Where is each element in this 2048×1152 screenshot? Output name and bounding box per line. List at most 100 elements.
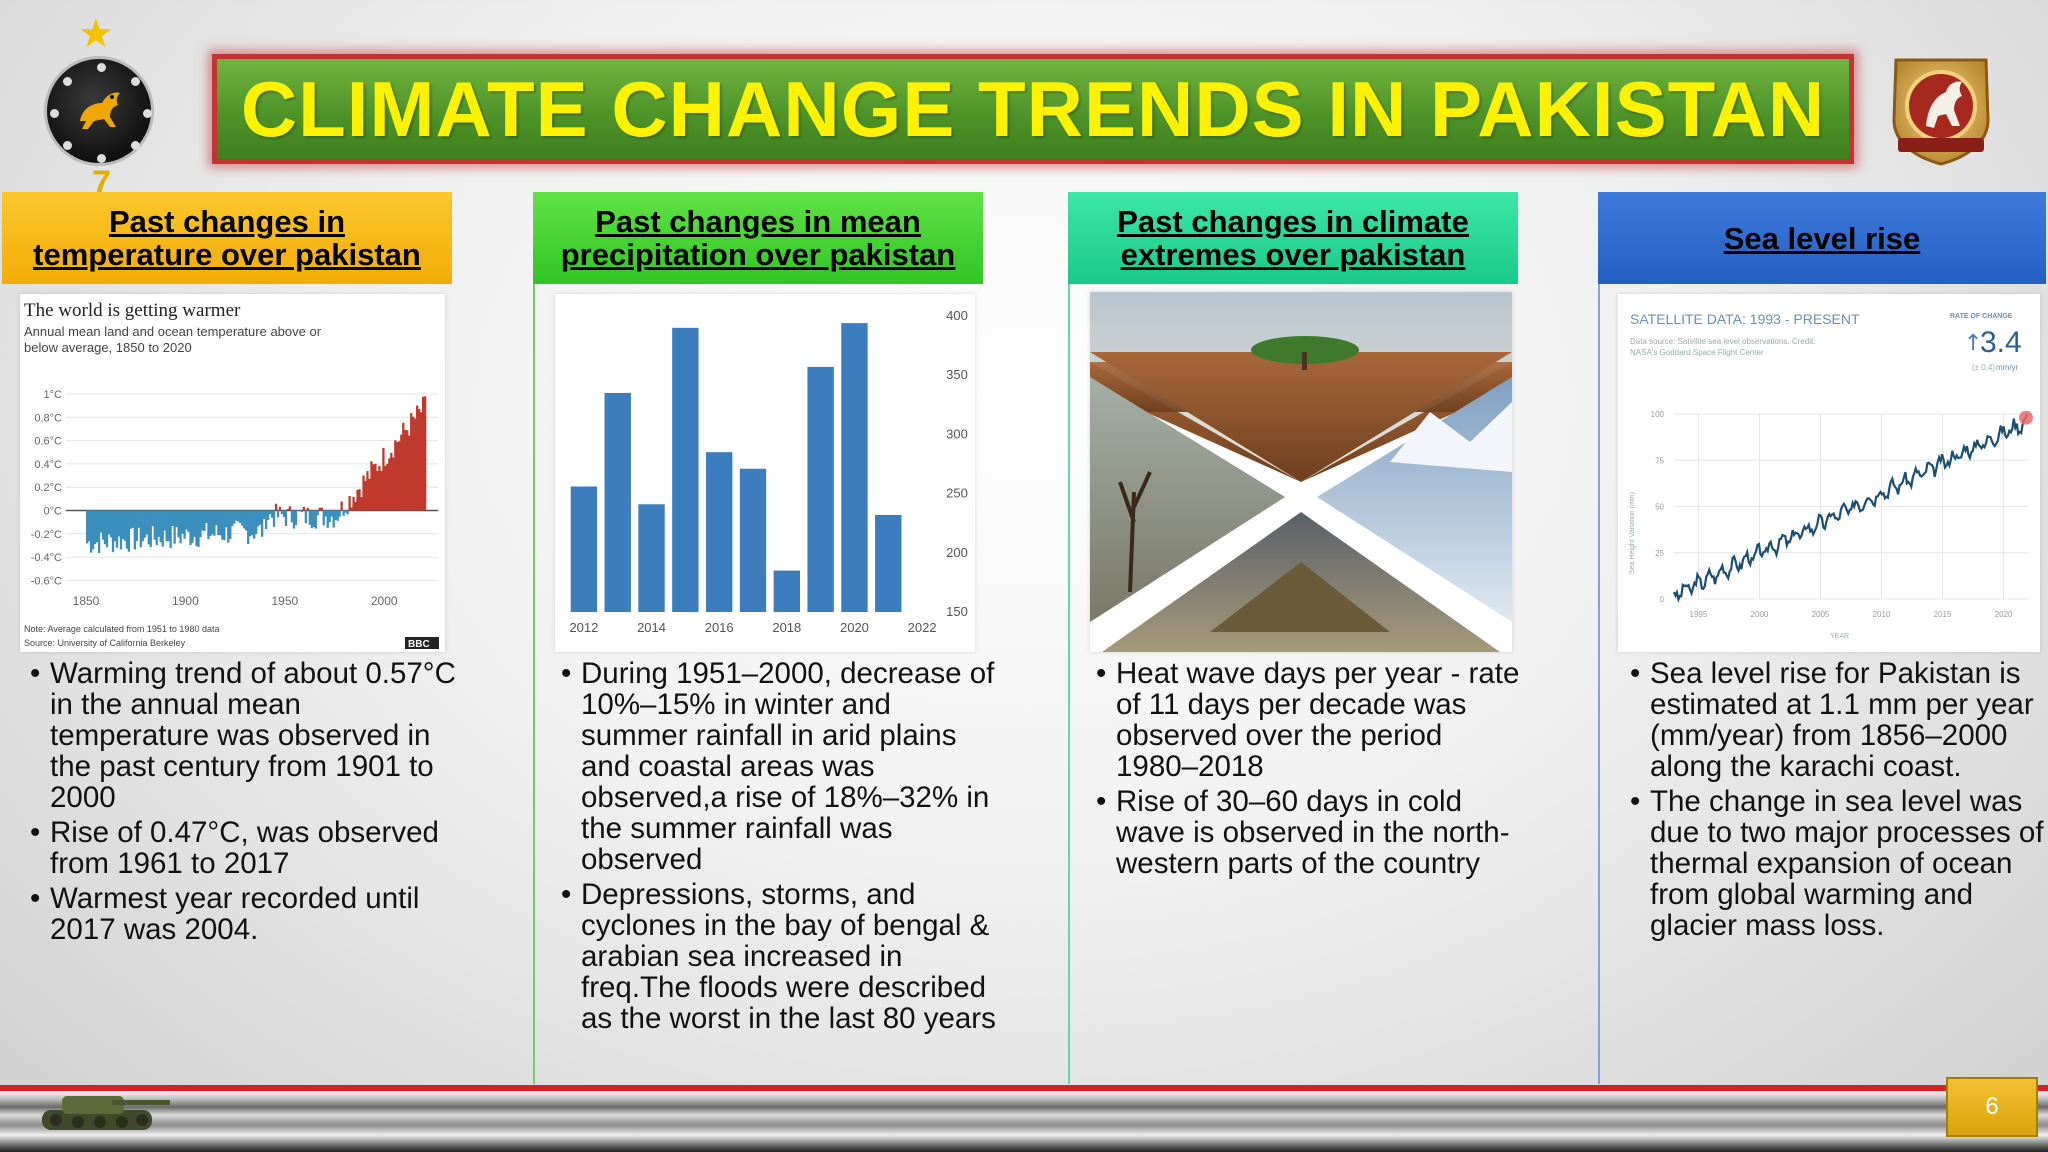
temp-anomaly-bar <box>340 501 343 511</box>
precip-bar-2014 <box>638 504 665 612</box>
temp-anomaly-bar <box>211 510 214 535</box>
temp-anomaly-bar <box>386 463 389 511</box>
temp-anomaly-bar <box>99 510 103 533</box>
division-number: 7 <box>92 164 111 202</box>
cavalry-crest-icon <box>1892 58 1990 166</box>
temp-anomaly-bar <box>334 510 337 521</box>
title-banner: CLIMATE CHANGE TRENDS IN PAKISTAN <box>212 54 1854 164</box>
temp-anomaly-bar <box>280 510 284 515</box>
temp-anomaly-bar <box>165 510 168 542</box>
temp-anomaly-bar <box>179 510 182 544</box>
temp-anomaly-bar <box>422 396 425 511</box>
temp-anomaly-bar <box>312 510 315 528</box>
temp-anomaly-bar <box>153 510 156 540</box>
temp-anomaly-bar <box>290 510 294 523</box>
precip-bar-2015 <box>672 327 699 612</box>
precipitation-bullets: During 1951–2000, decrease of 10%–15% in… <box>559 658 996 1038</box>
extremes-collage-image <box>1090 292 1512 652</box>
temp-anomaly-bar <box>370 461 373 511</box>
precip-bar-2018 <box>773 570 801 612</box>
precip-x-tick: 2016 <box>705 620 734 635</box>
temperature-chart-image: The world is getting warmer Annual mean … <box>20 294 445 652</box>
temp-x-tick: 1900 <box>172 594 199 608</box>
sea-level-column: Sea level rise SATELLITE DATA: 1993 - PR… <box>1598 192 2046 1085</box>
temp-anomaly-bar <box>356 489 359 511</box>
temp-anomaly-bar <box>155 510 158 546</box>
bullet-item: Heat wave days per year - rate of 11 day… <box>1096 658 1531 782</box>
temp-anomaly-bar <box>410 413 413 511</box>
temp-anomaly-bar <box>181 510 184 534</box>
temp-anomaly-bar <box>332 510 335 528</box>
tank-icon <box>42 1096 170 1130</box>
temp-anomaly-bar <box>420 412 423 511</box>
bbc-logo-text: BBC <box>408 639 430 650</box>
sea-x-tick: 2010 <box>1873 610 1891 619</box>
extremes-header: Past changes in climate extremes over pak… <box>1068 192 1518 284</box>
temp-anomaly-bar <box>135 510 138 542</box>
extremes-header-line2: extremes over pakistan <box>1120 237 1466 272</box>
temp-anomaly-bar <box>374 463 377 511</box>
temp-anomaly-bar <box>151 510 154 527</box>
precip-x-tick: 2012 <box>569 620 598 635</box>
temp-anomaly-bar <box>318 507 321 511</box>
temp-y-tick: 0°C <box>44 506 63 518</box>
temp-anomaly-bar <box>115 510 119 548</box>
temp-anomaly-bar <box>159 510 162 543</box>
temp-anomaly-bar <box>368 478 371 511</box>
temp-anomaly-bar <box>268 510 272 515</box>
page-number-badge: 6 <box>1946 1077 2038 1137</box>
temp-anomaly-bar <box>125 510 129 549</box>
climate-extremes-collage <box>1090 292 1512 652</box>
bullet-item: Warmest year recorded until 2017 was 200… <box>30 883 465 945</box>
bullet-item: Depressions, storms, and cyclones in the… <box>561 879 996 1034</box>
temp-anomaly-bar <box>161 510 164 547</box>
temp-anomaly-bar <box>270 510 274 518</box>
temp-anomaly-bar <box>316 510 319 516</box>
temp-anomaly-bar <box>209 510 212 537</box>
temp-anomaly-bar <box>93 510 97 545</box>
bullet-item: Sea level rise for Pakistan is estimated… <box>1630 658 2048 782</box>
temp-anomaly-bar <box>185 510 188 530</box>
temp-anomaly-bar <box>348 496 351 511</box>
sea-rate-unit: mm/yr <box>1996 363 2019 372</box>
temp-anomaly-bar <box>229 510 232 539</box>
temp-anomaly-bar <box>378 466 381 511</box>
sea-rate-range: (± 0.4) <box>1972 363 1995 372</box>
temp-anomaly-bar <box>207 510 210 540</box>
temp-anomaly-bar <box>255 510 258 534</box>
temp-anomaly-bar <box>89 510 93 553</box>
temp-anomaly-bar <box>145 510 148 535</box>
temp-anomaly-bar <box>251 510 254 536</box>
sea-y-tick: 50 <box>1655 503 1664 512</box>
temp-anomaly-bar <box>243 510 246 529</box>
temp-anomaly-bar <box>221 510 224 540</box>
temp-anomaly-bar <box>286 508 290 511</box>
temp-anomaly-bar <box>231 510 234 527</box>
slide-title: CLIMATE CHANGE TRENDS IN PAKISTAN <box>240 64 1826 153</box>
temp-anomaly-bar <box>260 510 264 537</box>
page-number: 6 <box>1985 1093 1999 1120</box>
sea-rate-value: 3.4 <box>1980 326 2022 359</box>
temp-anomaly-bar <box>322 510 325 526</box>
temp-anomaly-bar <box>213 510 216 536</box>
temp-anomaly-bar <box>360 497 363 511</box>
sea-level-bullets: Sea level rise for Pakistan is estimated… <box>1628 658 2048 945</box>
temp-anomaly-bar <box>418 409 421 511</box>
temp-anomaly-bar <box>328 510 331 522</box>
temp-anomaly-bar <box>205 510 208 524</box>
precipitation-header-line2: precipitation over pakistan <box>560 237 956 272</box>
temp-anomaly-bar <box>342 510 345 516</box>
temp-anomaly-bar <box>253 510 256 539</box>
precip-bar-2019 <box>807 366 834 612</box>
temp-anomaly-bar <box>167 510 170 542</box>
temp-anomaly-bar <box>294 510 298 526</box>
temp-anomaly-bar <box>288 506 292 511</box>
sea-level-series-line <box>1672 413 2029 603</box>
temp-anomaly-bar <box>398 441 401 511</box>
temp-anomaly-bar <box>346 510 349 515</box>
temp-anomaly-bar <box>338 510 341 517</box>
arrow-up-icon: ↑ <box>1964 331 1982 356</box>
temp-anomaly-bar <box>314 510 317 529</box>
star-icon: ★ <box>78 11 114 57</box>
temp-anomaly-bar <box>91 510 95 550</box>
